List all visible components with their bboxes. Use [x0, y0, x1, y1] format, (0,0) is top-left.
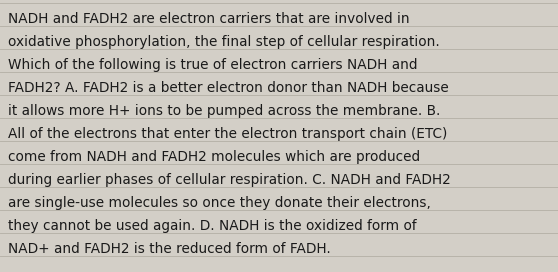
Text: Which of the following is true of electron carriers NADH and: Which of the following is true of electr… — [8, 58, 417, 72]
Text: they cannot be used again. D. NADH is the oxidized form of: they cannot be used again. D. NADH is th… — [8, 219, 417, 233]
Text: during earlier phases of cellular respiration. C. NADH and FADH2: during earlier phases of cellular respir… — [8, 172, 451, 187]
Text: it allows more H+ ions to be pumped across the membrane. B.: it allows more H+ ions to be pumped acro… — [8, 104, 440, 118]
Text: NADH and FADH2 are electron carriers that are involved in: NADH and FADH2 are electron carriers tha… — [8, 11, 410, 26]
Text: FADH2? A. FADH2 is a better electron donor than NADH because: FADH2? A. FADH2 is a better electron don… — [8, 81, 449, 95]
Text: NAD+ and FADH2 is the reduced form of FADH.: NAD+ and FADH2 is the reduced form of FA… — [8, 242, 331, 256]
Text: All of the electrons that enter the electron transport chain (ETC): All of the electrons that enter the elec… — [8, 126, 448, 141]
Text: come from NADH and FADH2 molecules which are produced: come from NADH and FADH2 molecules which… — [8, 150, 420, 163]
Text: are single-use molecules so once they donate their electrons,: are single-use molecules so once they do… — [8, 196, 431, 209]
Text: oxidative phosphorylation, the final step of cellular respiration.: oxidative phosphorylation, the final ste… — [8, 35, 440, 49]
